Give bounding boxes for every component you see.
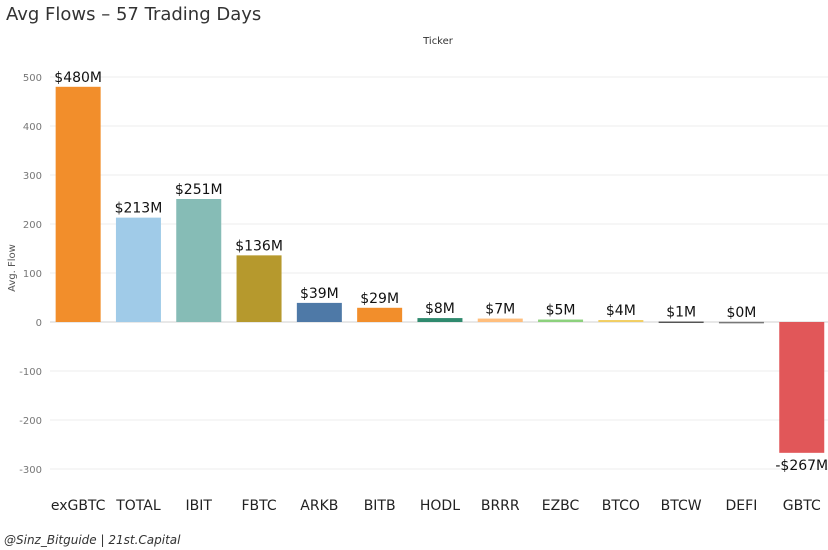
bar-hodl (417, 318, 463, 322)
x-tick-label-total: TOTAL (115, 498, 161, 514)
y-tick-label: 500 (23, 73, 42, 84)
x-tick-label-brrr: BRRR (481, 498, 520, 514)
chart-title: Avg Flows – 57 Trading Days (6, 4, 262, 25)
bar-bitb (357, 307, 403, 322)
x-tick-label-exgbtc: exGBTC (51, 498, 106, 514)
bar-btco (598, 320, 644, 322)
data-label-ibit: $251M (175, 182, 223, 198)
data-label-bitb: $29M (360, 291, 399, 307)
bar-ibit (176, 199, 222, 322)
bar-ezbc (538, 319, 584, 322)
x-tick-label-gbtc: GBTC (783, 498, 821, 514)
bar-total (115, 217, 161, 322)
y-tick-label: -100 (19, 367, 42, 378)
x-tick-label-defi: DEFI (726, 498, 758, 514)
data-label-brrr: $7M (485, 302, 515, 318)
x-tick-label-hodl: HODL (420, 498, 460, 514)
data-label-gbtc: -$267M (775, 458, 828, 474)
x-tick-label-btcw: BTCW (661, 498, 702, 514)
x-tick-label-ezbc: EZBC (542, 498, 580, 514)
x-tick-label-btco: BTCO (602, 498, 640, 514)
bar-exgbtc (55, 86, 101, 322)
y-tick-label: 100 (23, 269, 42, 280)
data-label-btco: $4M (606, 303, 636, 319)
y-tick-label: -200 (19, 416, 42, 427)
y-tick-label: -300 (19, 465, 42, 476)
data-label-ezbc: $5M (546, 303, 576, 319)
y-tick-label: 400 (23, 122, 42, 133)
bar-defi (718, 321, 764, 324)
y-tick-label: 0 (36, 318, 42, 329)
data-label-total: $213M (115, 201, 163, 217)
data-label-defi: $0M (726, 305, 756, 321)
data-label-exgbtc: $480M (54, 70, 102, 86)
x-tick-label-fbtc: FBTC (241, 498, 276, 514)
data-label-btcw: $1M (666, 305, 696, 321)
x-tick-label-ibit: IBIT (186, 498, 213, 514)
bar-brrr (477, 318, 523, 322)
y-axis-label: Avg. Flow (7, 244, 18, 292)
x-tick-label-bitb: BITB (364, 498, 396, 514)
credit-text: @Sinz_Bitguide | 21st.Capital (4, 533, 181, 547)
data-label-fbtc: $136M (235, 238, 283, 254)
data-label-hodl: $8M (425, 301, 455, 317)
bar-btcw (658, 321, 704, 324)
data-label-arkb: $39M (300, 286, 339, 302)
y-tick-label: 200 (23, 220, 42, 231)
x-tick-label-arkb: ARKB (300, 498, 338, 514)
y-tick-label: 300 (23, 171, 42, 182)
bar-fbtc (236, 255, 282, 322)
bar-arkb (296, 302, 342, 322)
bar-gbtc (779, 322, 825, 453)
column-header: Ticker (422, 36, 454, 47)
